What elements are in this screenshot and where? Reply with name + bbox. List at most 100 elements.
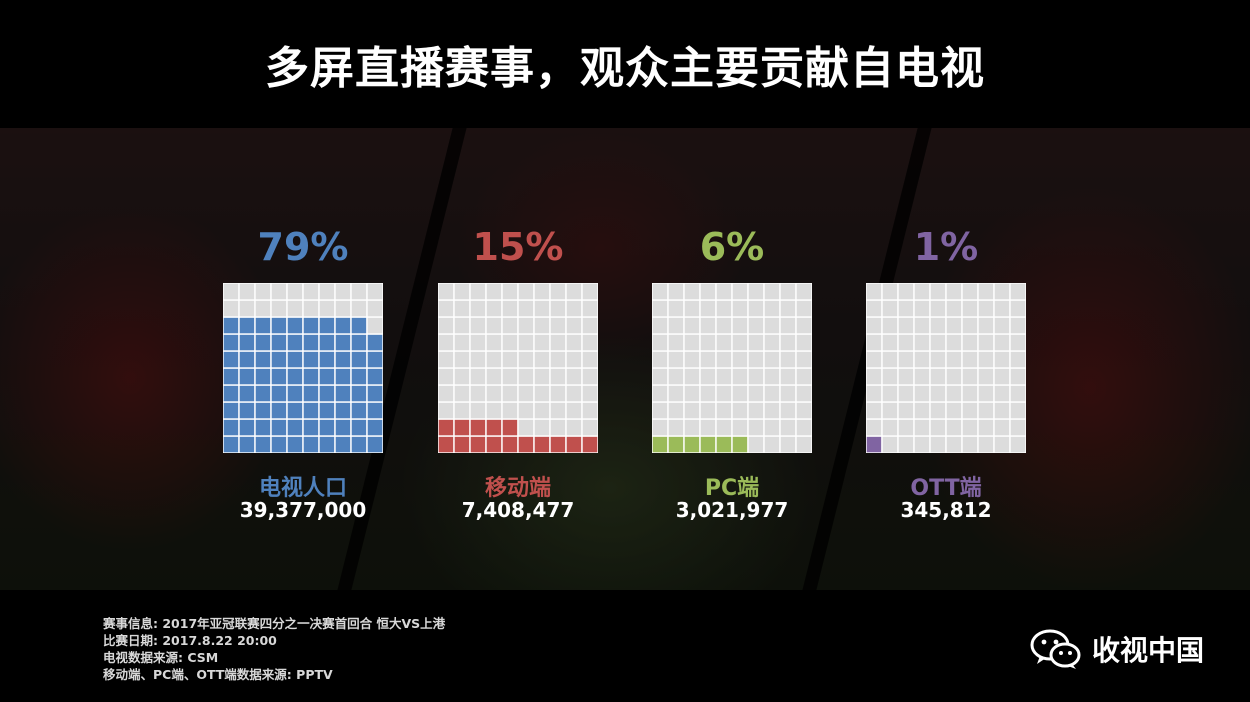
waffle-cell-filled <box>254 316 272 335</box>
waffle-cell-filled <box>334 367 352 386</box>
waffle-cell-empty <box>1009 283 1026 301</box>
waffle-cell-empty <box>469 384 487 403</box>
waffle-cell-empty <box>881 384 899 403</box>
waffle-cell-empty <box>453 283 471 301</box>
waffle-cell-empty <box>517 350 535 369</box>
waffle-cell-filled <box>270 418 288 437</box>
waffle-cell-filled <box>238 384 256 403</box>
waffle-cell-empty <box>652 350 669 369</box>
waffle-cell-filled <box>652 435 669 453</box>
waffle-cell-filled <box>238 367 256 386</box>
waffle-cell-filled <box>453 418 471 437</box>
waffle-cell-empty <box>469 350 487 369</box>
footer-notes: 赛事信息: 2017年亚冠联赛四分之一决赛首回合 恒大VS上港 比赛日期: 20… <box>103 615 445 683</box>
waffle-cell-empty <box>581 384 598 403</box>
waffle-cell-empty <box>453 333 471 352</box>
waffle-cell-empty <box>715 401 733 420</box>
waffle-cell-empty <box>366 316 383 335</box>
waffle-cell-empty <box>517 333 535 352</box>
waffle-cell-empty <box>517 367 535 386</box>
waffle-cell-empty <box>683 283 701 301</box>
waffle-cell-empty <box>565 350 583 369</box>
waffle-cell-filled <box>302 316 320 335</box>
percent-label-tv: 79% <box>257 225 349 269</box>
waffle-cell-empty <box>977 384 995 403</box>
waffle-cell-filled <box>270 316 288 335</box>
waffle-cell-empty <box>897 384 915 403</box>
waffle-cell-empty <box>913 299 931 318</box>
waffle-cell-empty <box>683 418 701 437</box>
waffle-cell-empty <box>715 418 733 437</box>
brand: 收视中国 <box>1030 628 1204 670</box>
waffle-cell-filled <box>270 384 288 403</box>
waffle-cell-empty <box>945 283 963 301</box>
waffle-cell-filled <box>286 316 304 335</box>
waffle-cell-empty <box>731 350 749 369</box>
photo-shade <box>0 128 1250 590</box>
waffle-cell-empty <box>731 384 749 403</box>
waffle-cell-empty <box>795 333 812 352</box>
waffle-cell-filled <box>286 401 304 420</box>
waffle-cell-filled <box>517 435 535 453</box>
waffle-cell-empty <box>866 299 883 318</box>
waffle-cell-filled <box>223 384 240 403</box>
waffle-cell-empty <box>929 367 947 386</box>
footer-line-tv-source: 电视数据来源: CSM <box>103 650 219 665</box>
waffle-cell-empty <box>993 418 1011 437</box>
waffle-cell-empty <box>683 316 701 335</box>
waffle-cell-filled <box>302 401 320 420</box>
waffle-cell-filled <box>667 435 685 453</box>
waffle-cell-empty <box>795 350 812 369</box>
waffle-cell-empty <box>501 401 519 420</box>
waffle-cell-empty <box>581 350 598 369</box>
waffle-cell-filled <box>254 367 272 386</box>
waffle-cell-empty <box>683 333 701 352</box>
waffle-cell-filled <box>223 350 240 369</box>
waffle-cell-empty <box>779 384 797 403</box>
waffle-cell-empty <box>501 316 519 335</box>
waffle-cell-filled <box>223 401 240 420</box>
waffle-cell-empty <box>302 299 320 318</box>
waffle-cell-empty <box>747 316 765 335</box>
waffle-cell-empty <box>469 316 487 335</box>
waffle-cell-empty <box>533 418 551 437</box>
waffle-cell-empty <box>485 299 503 318</box>
waffle-cell-empty <box>667 350 685 369</box>
waffle-cell-filled <box>238 316 256 335</box>
waffle-cell-filled <box>270 367 288 386</box>
waffle-cell-empty <box>501 299 519 318</box>
brand-name: 收视中国 <box>1092 634 1205 667</box>
waffle-cell-empty <box>549 401 567 420</box>
waffle-cell-empty <box>469 401 487 420</box>
waffle-cell-empty <box>1009 350 1026 369</box>
waffle-cell-empty <box>517 384 535 403</box>
waffle-cell-empty <box>977 350 995 369</box>
waffle-cell-empty <box>897 401 915 420</box>
waffle-cell-empty <box>795 435 812 453</box>
waffle-cell-empty <box>866 384 883 403</box>
waffle-cell-empty <box>453 316 471 335</box>
waffle-cell-empty <box>453 350 471 369</box>
waffle-cell-empty <box>779 299 797 318</box>
waffle-cell-empty <box>565 299 583 318</box>
waffle-cell-filled <box>366 435 383 453</box>
waffle-cell-empty <box>350 283 368 301</box>
waffle-cell-empty <box>438 299 455 318</box>
waffle-cell-empty <box>652 367 669 386</box>
waffle-cell-empty <box>683 299 701 318</box>
waffle-cell-filled <box>334 350 352 369</box>
waffle-cell-empty <box>945 435 963 453</box>
waffle-cell-empty <box>763 316 781 335</box>
waffle-cell-filled <box>318 350 336 369</box>
waffle-cell-filled <box>286 435 304 453</box>
waffle-cell-empty <box>747 367 765 386</box>
value-label-mobile: 7,408,477 <box>461 498 575 522</box>
waffle-cell-empty <box>977 401 995 420</box>
waffle-cell-empty <box>652 401 669 420</box>
waffle-cell-filled <box>254 350 272 369</box>
waffle-cell-filled <box>318 333 336 352</box>
waffle-cell-empty <box>549 350 567 369</box>
waffle-cell-empty <box>961 350 979 369</box>
waffle-cell-empty <box>652 333 669 352</box>
